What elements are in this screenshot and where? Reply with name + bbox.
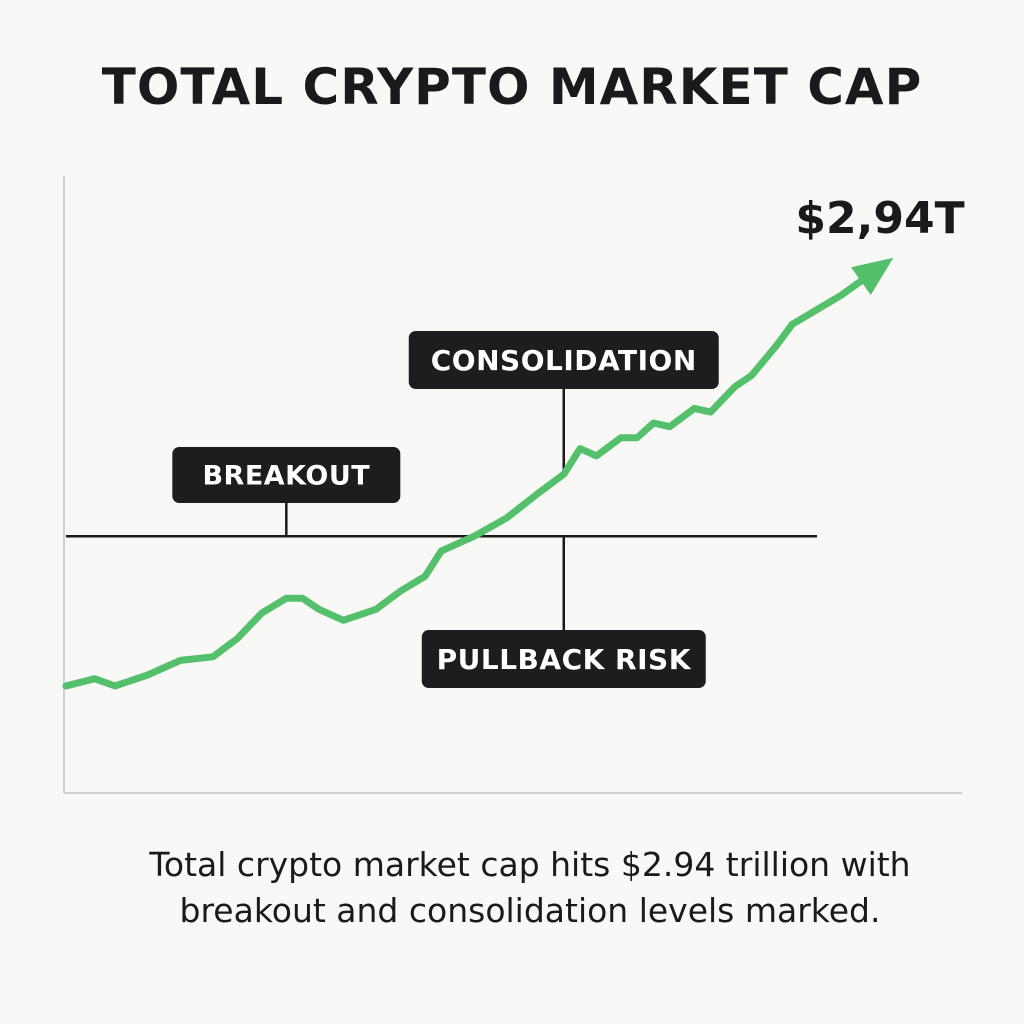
annotation-text: PULLBACK RISK (437, 643, 692, 676)
chart-title: TOTAL CRYPTO MARKET CAP (101, 58, 923, 116)
end-value-label: $2,94T (795, 193, 964, 244)
annotation-text: CONSOLIDATION (431, 344, 697, 377)
annotation-connectors (285, 389, 566, 630)
chart-caption: Total crypto market cap hits $2.94 trill… (0, 842, 1024, 934)
annotation-box (172, 447, 401, 503)
annotation-label-1: BREAKOUT (172, 447, 401, 503)
caption-line-1: Total crypto market cap hits $2.94 trill… (149, 845, 911, 884)
annotation-labels: BREAKOUT CONSOLIDATION PULLBACK RISK (172, 331, 719, 688)
annotation-text: BREAKOUT (202, 461, 370, 492)
annotation-label-3: PULLBACK RISK (421, 630, 706, 688)
annotation-box (408, 331, 719, 389)
series-line-market-cap (62, 262, 886, 690)
annotation-box (421, 630, 706, 688)
series-arrow-head (851, 257, 894, 295)
annotation-label-2: CONSOLIDATION (408, 331, 719, 389)
caption-line-2: breakout and consolidation levels marked… (179, 891, 881, 930)
